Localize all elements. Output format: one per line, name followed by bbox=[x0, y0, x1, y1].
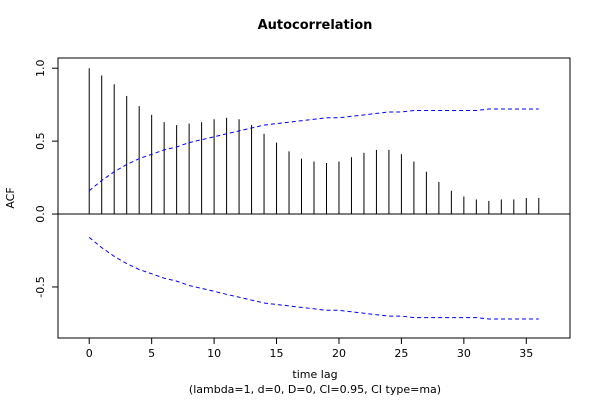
x-tick-label: 5 bbox=[148, 347, 155, 360]
x-axis: 0 5 10 15 20 25 30 35 bbox=[86, 337, 533, 360]
ci-upper-line bbox=[88, 108, 539, 192]
x-tick-label: 30 bbox=[457, 347, 471, 360]
y-tick-label: 0.0 bbox=[34, 205, 47, 223]
y-axis-label: ACF bbox=[4, 187, 17, 208]
chart-subtitle: (lambda=1, d=0, D=0, CI=0.95, CI type=ma… bbox=[189, 383, 441, 396]
x-tick-label: 15 bbox=[270, 347, 284, 360]
chart-title: Autocorrelation bbox=[258, 18, 373, 33]
y-axis: -0.5 0.0 0.5 1.0 bbox=[34, 59, 58, 298]
x-tick-label: 10 bbox=[207, 347, 221, 360]
acf-marks bbox=[58, 68, 570, 320]
x-tick-label: 35 bbox=[519, 347, 533, 360]
y-tick-label: 0.5 bbox=[34, 132, 47, 150]
y-tick-label: 1.0 bbox=[34, 59, 47, 77]
x-tick-label: 25 bbox=[394, 347, 408, 360]
ci-lower-line bbox=[88, 237, 539, 320]
x-axis-label: time lag bbox=[292, 368, 337, 381]
y-tick-label: -0.5 bbox=[34, 276, 47, 297]
x-tick-label: 0 bbox=[86, 347, 93, 360]
x-tick-label: 20 bbox=[332, 347, 346, 360]
